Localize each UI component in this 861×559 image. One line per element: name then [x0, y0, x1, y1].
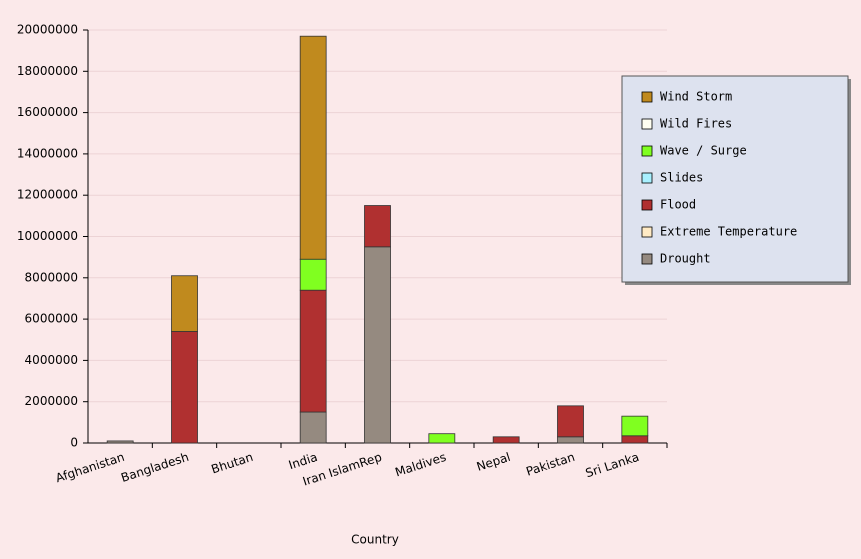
y-tick-label: 20000000: [17, 23, 78, 37]
legend-box: [621, 75, 849, 283]
bar-segment: [428, 433, 456, 444]
legend-label: Extreme Temperature: [660, 225, 797, 239]
bar-segment: [106, 440, 134, 444]
legend-label: Flood: [660, 198, 696, 212]
legend-swatch: [641, 199, 653, 211]
legend-swatch: [641, 253, 653, 265]
y-tick-label: 14000000: [17, 146, 78, 160]
bar-segment: [492, 436, 520, 444]
legend-label: Drought: [660, 252, 711, 266]
bar-segment: [557, 405, 584, 438]
legend-label: Wave / Surge: [660, 144, 747, 158]
bar-segment: [621, 435, 649, 444]
x-axis-title: Country: [351, 533, 399, 547]
bar-segment: [299, 411, 327, 444]
legend-swatch: [641, 172, 653, 184]
y-tick-label: 12000000: [17, 188, 78, 202]
bar-segment: [299, 35, 327, 260]
bar-segment: [171, 331, 198, 444]
y-tick-label: 0: [70, 436, 78, 450]
legend-label: Wind Storm: [660, 90, 732, 104]
bar-segment: [364, 205, 391, 248]
y-tick-label: 2000000: [25, 394, 78, 408]
y-tick-label: 4000000: [25, 353, 78, 367]
y-tick-label: 8000000: [25, 270, 78, 284]
legend-swatch: [641, 145, 653, 157]
bar-segment: [299, 258, 327, 291]
legend-label: Wild Fires: [660, 117, 732, 131]
legend-swatch: [641, 118, 653, 130]
legend-swatch: [641, 91, 653, 103]
bar-segment: [621, 415, 649, 437]
bar-segment: [557, 436, 584, 444]
y-tick-label: 6000000: [25, 312, 78, 326]
legend-swatch: [641, 226, 653, 238]
y-tick-label: 18000000: [17, 64, 78, 78]
legend-label: Slides: [660, 171, 703, 185]
bar-segment: [364, 246, 391, 444]
y-tick-label: 10000000: [17, 229, 78, 243]
bar-segment: [299, 289, 327, 413]
y-tick-label: 16000000: [17, 105, 78, 119]
legend: Wind Storm Wild Fires Wave / Surge Slides Fl…: [621, 75, 851, 285]
bar-segment: [171, 275, 198, 332]
